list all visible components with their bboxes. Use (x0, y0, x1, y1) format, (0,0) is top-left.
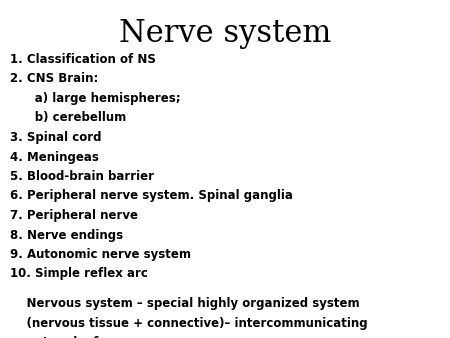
Text: 2. CNS Brain:: 2. CNS Brain: (10, 72, 99, 86)
Text: 9. Autonomic nerve system: 9. Autonomic nerve system (10, 248, 191, 261)
Text: 10. Simple reflex arc: 10. Simple reflex arc (10, 267, 148, 281)
Text: 6. Peripheral nerve system. Spinal ganglia: 6. Peripheral nerve system. Spinal gangl… (10, 190, 293, 202)
Text: 4. Meningeas: 4. Meningeas (10, 150, 99, 164)
Text: 8. Nerve endings: 8. Nerve endings (10, 228, 123, 241)
Text: 1. Classification of NS: 1. Classification of NS (10, 53, 156, 66)
Text: 5. Blood-brain barrier: 5. Blood-brain barrier (10, 170, 154, 183)
Text: b) cerebellum: b) cerebellum (10, 112, 126, 124)
Text: (nervous tissue + connective)– intercommunicating: (nervous tissue + connective)– intercomm… (10, 316, 368, 330)
Text: network of neurons: network of neurons (10, 336, 157, 338)
Text: Nerve system: Nerve system (119, 18, 331, 49)
Text: Nervous system – special highly organized system: Nervous system – special highly organize… (10, 297, 360, 310)
Text: 7. Peripheral nerve: 7. Peripheral nerve (10, 209, 138, 222)
Text: 3. Spinal cord: 3. Spinal cord (10, 131, 102, 144)
Text: a) large hemispheres;: a) large hemispheres; (10, 92, 180, 105)
